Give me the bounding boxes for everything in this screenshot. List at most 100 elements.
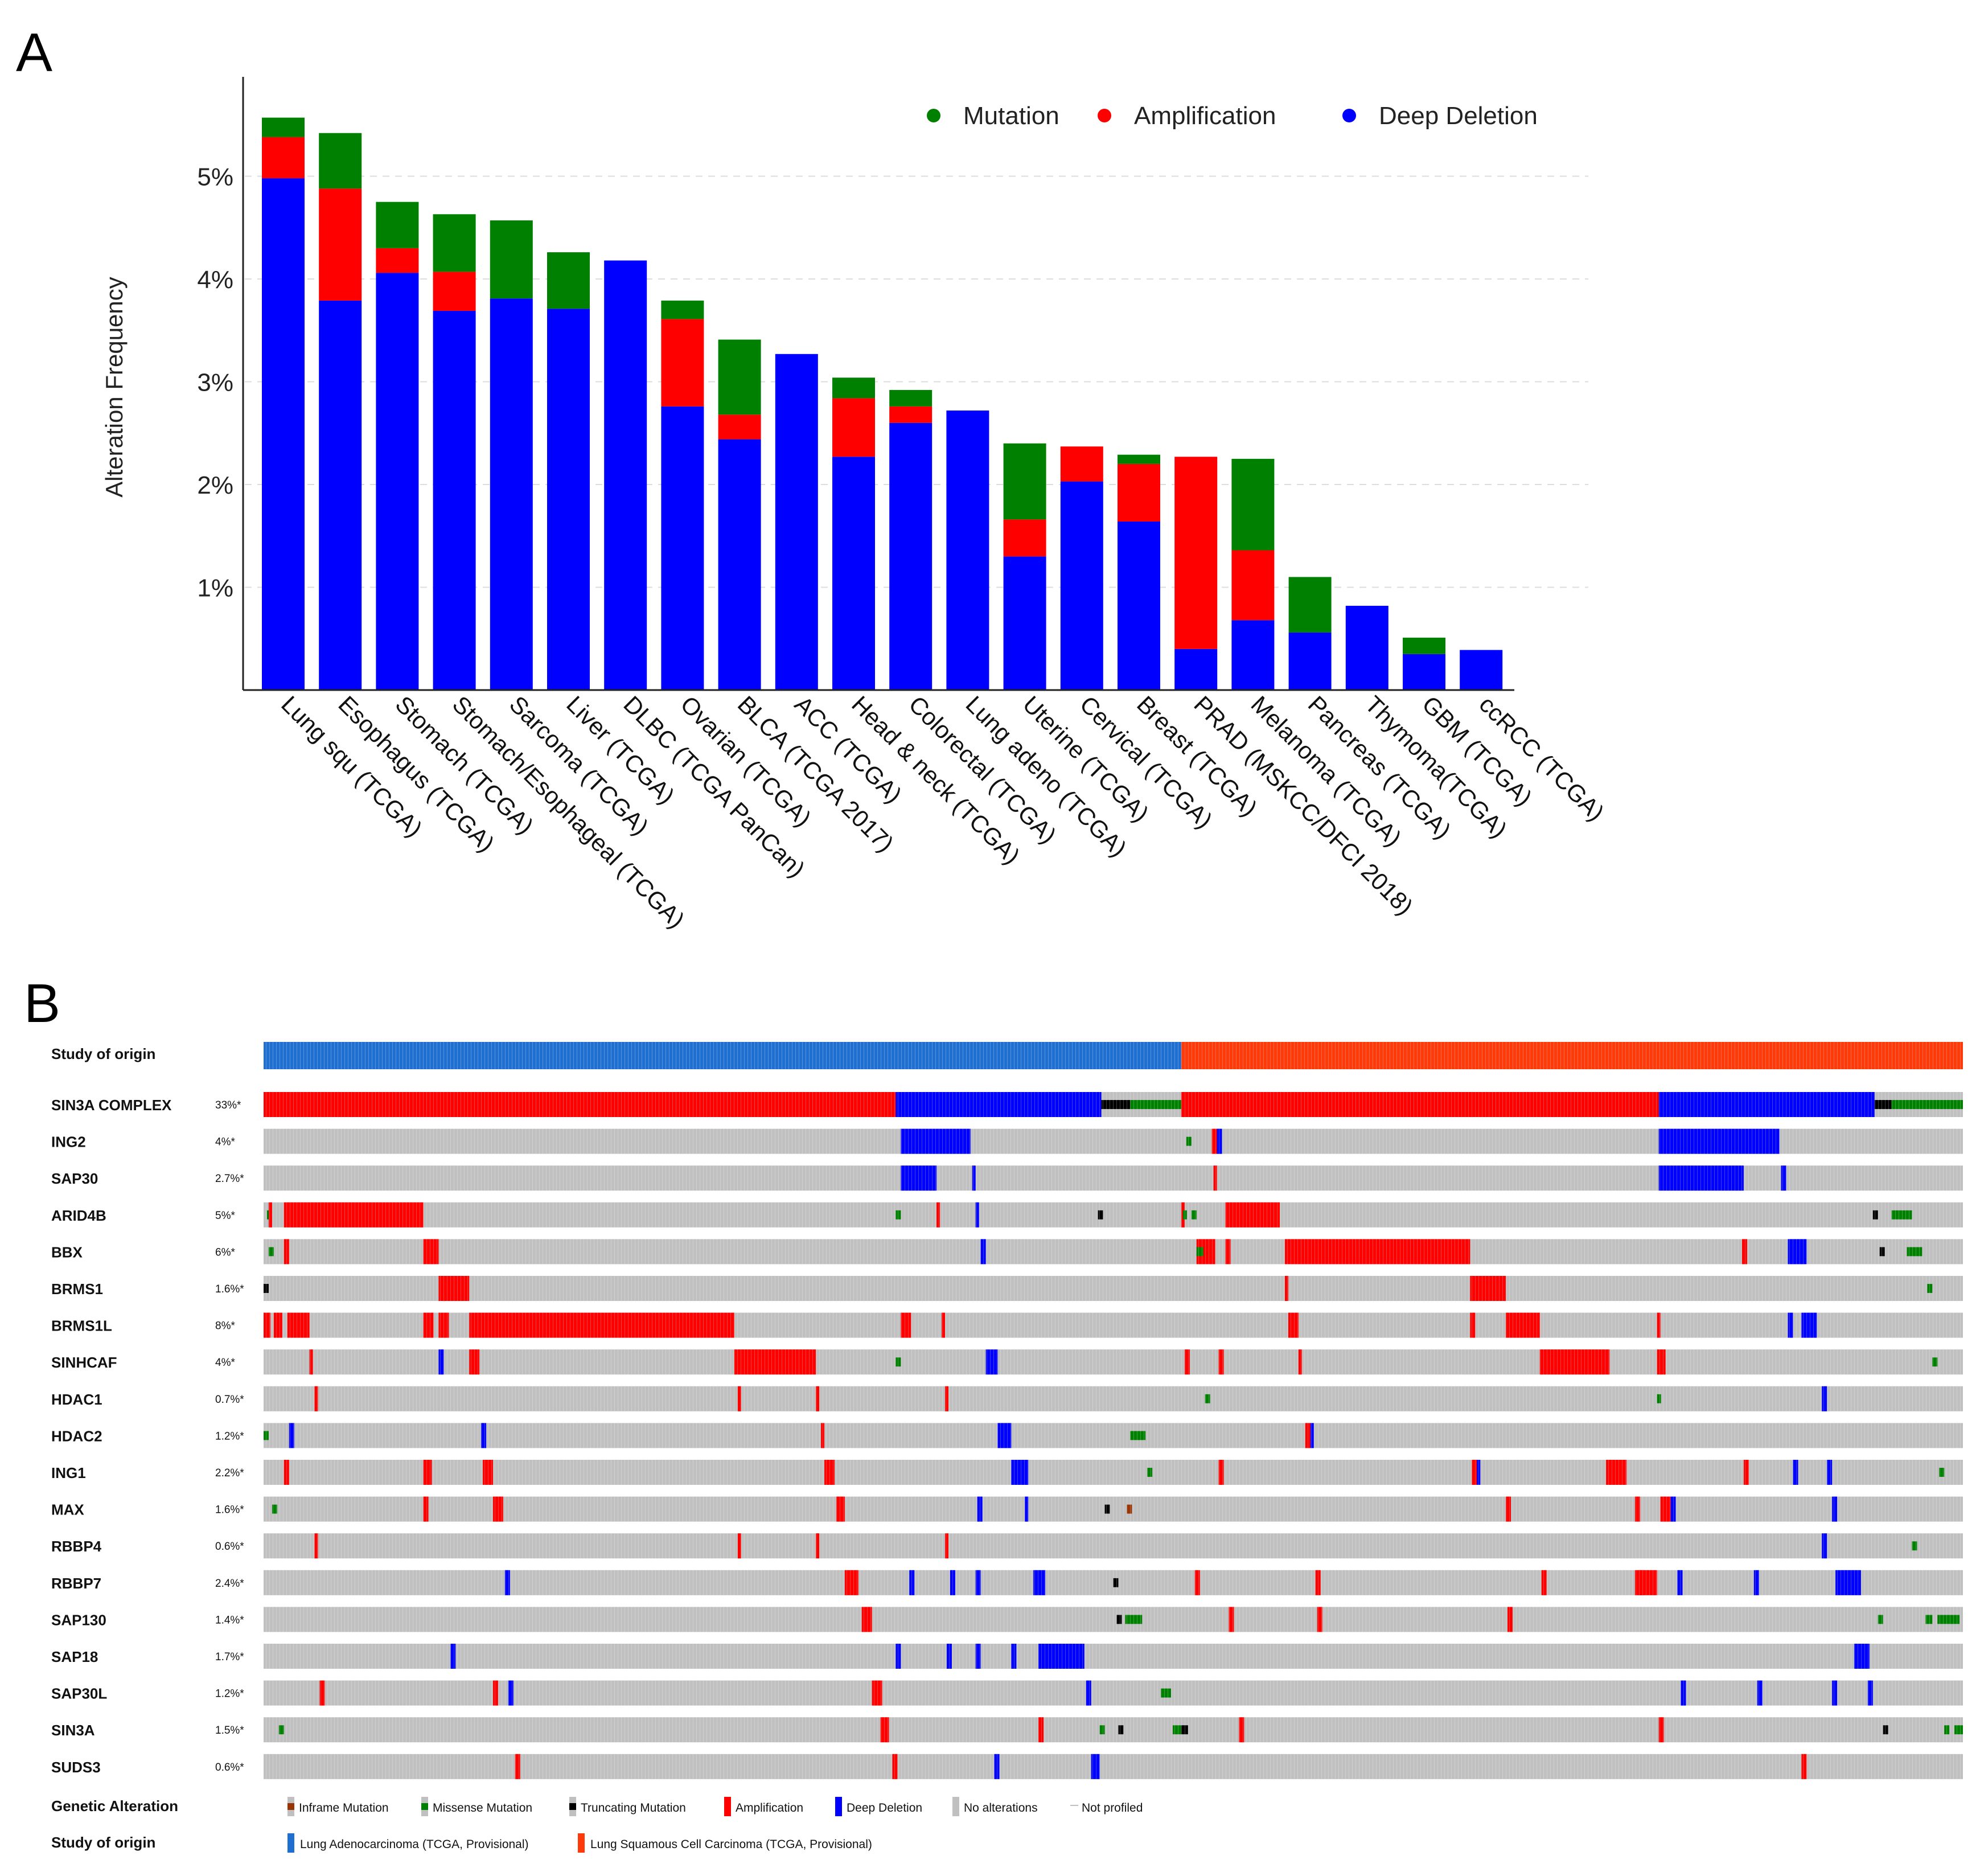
panel-b-oncoprint: B Study of origin SIN3A COMPLEX 33%* ING2 4… [24,973,1963,1853]
bar-deep-deletion [1231,620,1275,690]
bar-amplification [1003,519,1046,557]
bar-deep-deletion [262,178,305,690]
legend: Mutation Amplification Deep Deletion [927,102,1538,130]
gene-label: ING1 [51,1464,86,1481]
bar-mutation [832,377,875,399]
y-tick-label: 2% [197,471,233,499]
bar-amplification [376,248,419,273]
alteration-percent: 1.4%* [215,1614,244,1626]
y-tick-label: 4% [197,266,233,294]
gene-label: SIN3A COMPLEX [51,1097,172,1114]
panel-a-letter: A [16,22,52,83]
alteration-percent: 2.4%* [215,1578,244,1590]
gene-label: SAP30 [51,1170,98,1187]
bar-deep-deletion [1060,481,1103,690]
gene-label: SINHCAF [51,1354,117,1371]
y-axis-title: Alteration Frequency [101,277,128,498]
legend-label: Missense Mutation [433,1801,532,1815]
study-stripe-overlay [264,1042,1963,1069]
legend-label: Deep Deletion [1379,102,1538,130]
bar-deep-deletion [319,300,362,690]
track-stripe-overlay [264,1680,1963,1706]
study-legend-swatch [287,1833,294,1853]
alteration-percent: 1.2%* [215,1688,244,1700]
alteration-percent: 0.6%* [215,1762,244,1774]
bar-mutation [1118,454,1160,464]
bar-deep-deletion [433,310,476,690]
alteration-percent: 1.7%* [215,1651,244,1663]
alteration-percent: 8%* [215,1320,235,1332]
bar-amplification [1060,446,1103,482]
genetic-alteration-legend-items: Inframe Mutation Missense Mutation Truncat… [287,1797,1143,1816]
gene-label: SAP130 [51,1611,106,1628]
legend-label: Mutation [963,102,1059,130]
gene-label: ARID4B [51,1207,106,1224]
bar-deep-deletion [661,406,704,690]
bar-amplification [1118,463,1160,522]
legend-label: Not profiled [1082,1801,1143,1815]
bar-mutation [547,252,590,309]
alteration-percent: 5%* [215,1210,235,1222]
bar-amplification [1231,550,1275,621]
gene-label: SAP30L [51,1685,107,1702]
bar-mutation [1288,577,1332,633]
track-stripe-overlay [264,1717,1963,1743]
legend-swatch [421,1803,428,1810]
alteration-percent: 6%* [215,1246,235,1258]
x-tick-labels: Lung squ (TCGA)Esophagus (TCGA)Stomach (… [276,691,1609,933]
legend-swatch [835,1797,842,1816]
bar-deep-deletion [376,273,419,690]
gene-tracks: SIN3A COMPLEX 33%* ING2 4%* SAP30 2.7%* ARID4B… [51,1092,1963,1779]
bar-deep-deletion [1345,605,1389,690]
bar-mutation [889,389,933,407]
bar-mutation [433,214,476,272]
bar-deep-deletion [946,410,989,690]
bar-mutation [1231,458,1275,551]
track-stripe-overlay [264,1128,1963,1154]
track-stripe-overlay [264,1386,1963,1411]
bar-deep-deletion [604,260,647,690]
alteration-percent: 0.6%* [215,1541,244,1553]
legend-label: Deep Deletion [847,1801,922,1815]
bar-deep-deletion [775,354,818,690]
bar-mutation [1003,443,1046,520]
bar-deep-deletion [1403,654,1445,690]
track-stripe-overlay [264,1276,1963,1301]
bar-amplification [433,272,476,311]
bar-mutation [262,117,305,137]
gene-label: RBBP7 [51,1575,101,1592]
track-stripe-overlay [264,1496,1963,1522]
legend-marker [1098,109,1111,122]
gene-label: BBX [51,1243,83,1261]
gene-label: MAX [51,1501,84,1518]
alteration-percent: 4%* [215,1136,235,1148]
track-stripe-overlay [264,1349,1963,1375]
legend-marker [927,109,940,122]
track-stripe-overlay [264,1644,1963,1669]
bar-amplification [1174,457,1218,649]
gene-label: ING2 [51,1134,86,1151]
track-stripe-overlay [264,1239,1963,1265]
legend-label: No alterations [964,1801,1038,1815]
alteration-percent: 1.6%* [215,1504,244,1516]
alteration-percent: 4%* [215,1357,235,1369]
study-of-origin-track [264,1042,1963,1069]
track-stripe-overlay [264,1754,1963,1779]
bar-deep-deletion [1460,650,1503,690]
bar-amplification [718,414,761,440]
legend-label: Amplification [1134,102,1276,130]
gene-label: RBBP4 [51,1538,102,1555]
track-stripe-overlay [264,1092,1963,1117]
bar-deep-deletion [490,298,533,690]
alteration-percent: 2.2%* [215,1467,244,1479]
y-tick-label: 5% [197,163,233,191]
bar-mutation [490,220,533,299]
genetic-alteration-legend-title: Genetic Alteration [51,1797,178,1815]
bar-amplification [319,188,362,301]
alteration-percent: 1.6%* [215,1283,244,1295]
legend-swatch [724,1797,731,1816]
study-legend-items: Lung Adenocarcinoma (TCGA, Provisional) L… [287,1833,872,1853]
alteration-percent: 33%* [215,1099,241,1111]
bar-mutation [661,300,704,319]
study-legend-title: Study of origin [51,1834,155,1851]
